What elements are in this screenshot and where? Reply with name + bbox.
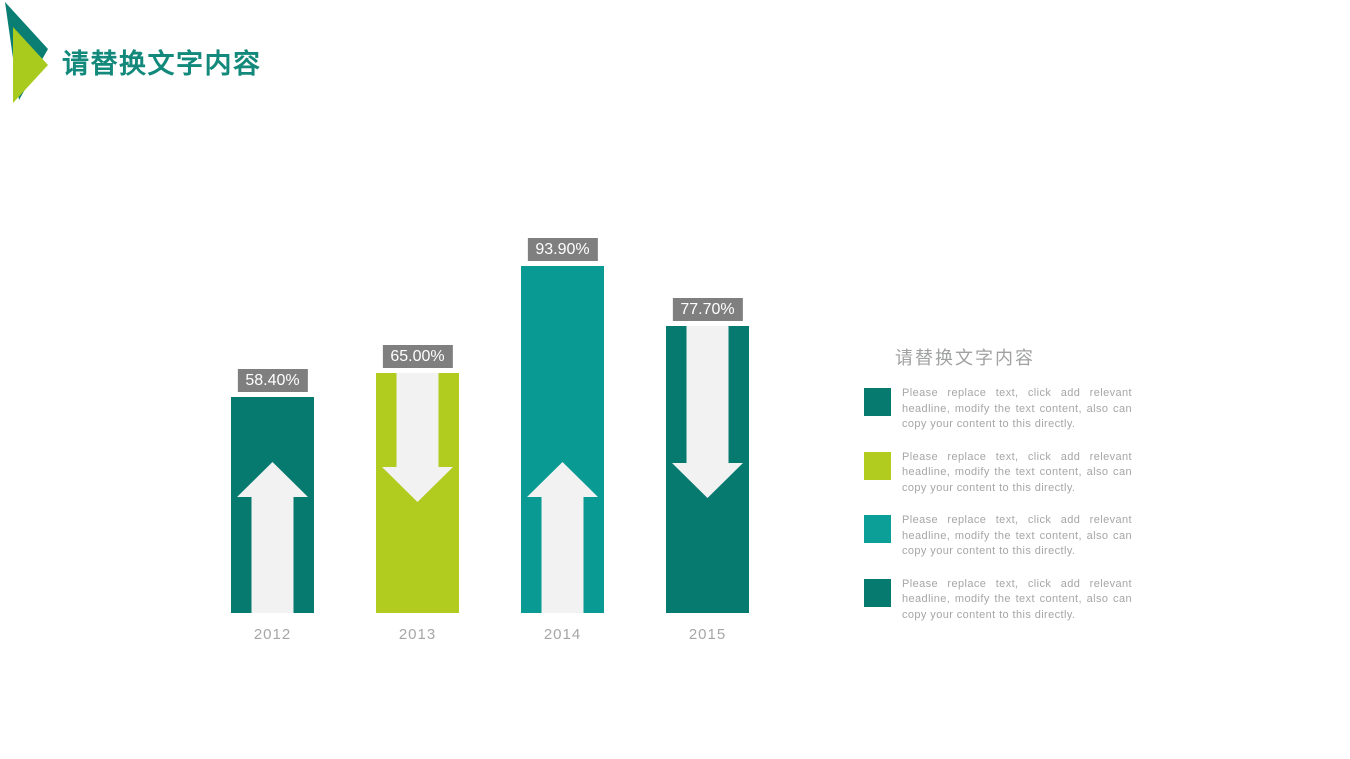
arrow-up-icon xyxy=(527,462,598,613)
text-panel: 请替换文字内容 Please replace text, click add r… xyxy=(864,344,1132,640)
legend-item: Please replace text, click add relevant … xyxy=(864,386,1132,433)
category-label: 2013 xyxy=(398,626,437,643)
arrow-down-icon xyxy=(382,373,453,502)
category-label: 2015 xyxy=(688,626,727,643)
legend-item-text: Please replace text, click add relevant … xyxy=(902,450,1132,494)
chart-bar-2014 xyxy=(521,266,604,613)
category-label: 2014 xyxy=(543,626,582,643)
value-label: 93.90% xyxy=(527,238,598,261)
arrow-down-icon xyxy=(672,326,743,498)
title-decoration xyxy=(0,0,60,110)
value-label: 58.40% xyxy=(237,369,308,392)
chart-bar-2013 xyxy=(376,373,459,613)
legend-item-text: Please replace text, click add relevant … xyxy=(902,387,1132,430)
legend-item: Please replace text, click add relevant … xyxy=(864,513,1132,560)
slide-title: 请替换文字内容 xyxy=(62,49,262,79)
value-label: 77.70% xyxy=(672,298,743,321)
category-label: 2012 xyxy=(253,626,292,643)
legend-item-text: Please replace text, click add relevant … xyxy=(902,577,1132,621)
chart-bar-2015 xyxy=(666,326,749,613)
arrow-up-icon xyxy=(237,462,308,613)
legend-swatch-dark-teal xyxy=(864,578,891,607)
value-label: 65.00% xyxy=(382,345,453,368)
legend-item: Please replace text, click add relevant … xyxy=(864,577,1132,624)
legend-swatch-teal xyxy=(864,515,891,543)
panel-heading: 请替换文字内容 xyxy=(895,348,1035,368)
legend-item-text: Please replace text, click add relevant … xyxy=(902,514,1132,557)
legend-swatch-dark-teal xyxy=(864,388,891,416)
legend-item: Please replace text, click add relevant … xyxy=(864,450,1132,497)
legend-swatch-lime xyxy=(864,451,891,480)
chart-bar-2012 xyxy=(231,397,314,613)
